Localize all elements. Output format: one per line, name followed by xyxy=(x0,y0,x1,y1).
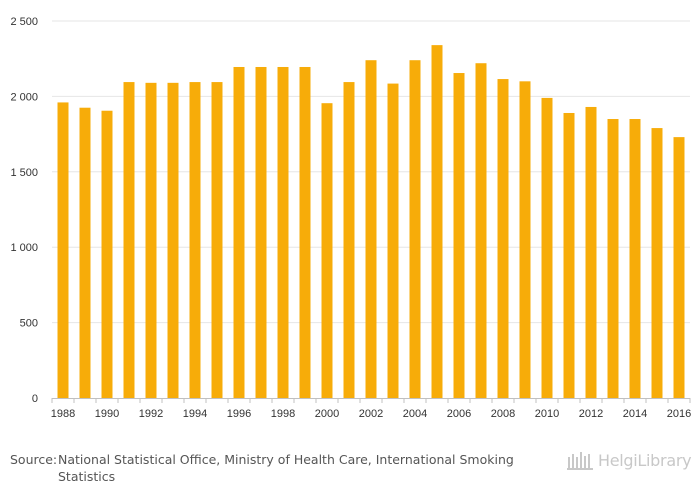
y-tick-label: 2 000 xyxy=(10,91,38,103)
x-tick-label: 2016 xyxy=(667,408,691,420)
axes xyxy=(51,398,691,403)
bar-2005 xyxy=(431,45,443,398)
y-tick-labels: 0 500 1 000 1 500 2 000 2 500 xyxy=(10,16,38,405)
x-tick-label: 1996 xyxy=(227,408,251,420)
bar-1993 xyxy=(167,82,179,398)
bar-2006 xyxy=(453,73,465,398)
bar-chart: 0 500 1 000 1 500 2 000 2 500 1988 1990 1992 199… xyxy=(10,16,691,420)
bar-2011 xyxy=(563,112,575,399)
bar-2008 xyxy=(497,79,509,398)
bar-1995 xyxy=(211,82,223,398)
x-tick-label: 2012 xyxy=(579,408,603,420)
bar-1997 xyxy=(255,66,267,399)
bar-2007 xyxy=(475,63,487,398)
bar-2012 xyxy=(585,106,597,399)
bar-1996 xyxy=(233,66,245,399)
x-tick-labels: 1988 1990 1992 1994 1996 1998 2000 2002 2004 2006… xyxy=(51,408,691,420)
x-tick-label: 2010 xyxy=(535,408,559,420)
brand-name: HelgiLibrary xyxy=(598,450,692,470)
y-tick-label: 500 xyxy=(20,318,38,330)
bar-1991 xyxy=(123,82,135,398)
source-text: National Statistical Office, Ministry of… xyxy=(58,452,514,484)
bar-2001 xyxy=(343,82,355,398)
x-tick-label: 2008 xyxy=(491,408,515,420)
x-tick-label: 1990 xyxy=(95,408,119,420)
bar-1988 xyxy=(57,102,69,399)
bar-1989 xyxy=(79,107,91,399)
bar-1998 xyxy=(277,66,289,399)
bar-2004 xyxy=(409,60,421,399)
x-tick-label: 1988 xyxy=(51,408,75,420)
bar-1992 xyxy=(145,82,157,398)
bars xyxy=(57,45,685,399)
x-tick-label: 2014 xyxy=(623,408,647,420)
x-tick-label: 1992 xyxy=(139,408,163,420)
x-tick-label: 2000 xyxy=(315,408,339,420)
source-label: Source: xyxy=(10,452,58,467)
brand-logo: HelgiLibrary xyxy=(566,446,694,474)
x-tick-label: 2002 xyxy=(359,408,383,420)
bar-2009 xyxy=(519,81,531,398)
x-tick-label: 2004 xyxy=(403,408,427,420)
x-tick-label: 2006 xyxy=(447,408,471,420)
bar-2015 xyxy=(651,128,663,398)
bar-2014 xyxy=(629,119,641,399)
bar-2013 xyxy=(607,119,619,399)
library-building-icon xyxy=(567,452,593,470)
y-tick-label: 0 xyxy=(32,393,38,405)
x-tick-label: 1998 xyxy=(271,408,295,420)
bar-2000 xyxy=(321,103,333,398)
x-tick-label: 1994 xyxy=(183,408,207,420)
y-tick-label: 1 500 xyxy=(10,167,38,179)
bar-2016 xyxy=(673,137,685,398)
source-note: Source: National Statistical Office, Min… xyxy=(10,451,550,485)
bar-2010 xyxy=(541,97,553,398)
y-tick-label: 1 000 xyxy=(10,242,38,254)
bar-1999 xyxy=(299,66,311,399)
bar-1994 xyxy=(189,82,201,398)
bar-2003 xyxy=(387,83,399,398)
bar-2002 xyxy=(365,60,377,399)
bar-1990 xyxy=(101,110,113,398)
y-tick-label: 2 500 xyxy=(10,16,38,28)
